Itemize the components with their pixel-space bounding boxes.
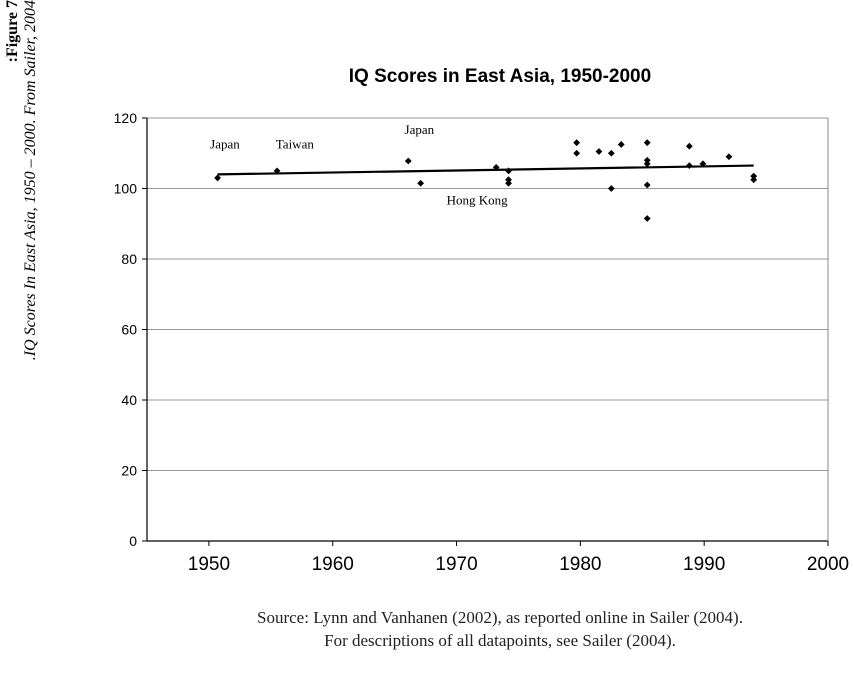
annotation-label-3: Hong Kong: [447, 192, 509, 207]
data-point-9: [573, 149, 581, 157]
data-point-15: [643, 156, 651, 164]
data-point-24: [750, 176, 758, 184]
source-note: Source: Lynn and Vanhanen (2002), as rep…: [150, 606, 850, 652]
data-point-23: [750, 172, 758, 180]
data-point-20: [685, 162, 693, 169]
data-points: [214, 139, 758, 222]
y-tick-label-0: 0: [129, 533, 137, 549]
data-point-5: [505, 167, 512, 175]
source-line-1: Source: Lynn and Vanhanen (2002), as rep…: [257, 608, 743, 627]
data-point-4: [492, 163, 500, 171]
data-point-6: [505, 176, 512, 184]
x-tick-label-1970: 1970: [435, 554, 477, 575]
x-tick-label-1960: 1960: [312, 554, 354, 575]
annotation-label-0: Japan: [210, 137, 240, 152]
source-line-2: For descriptions of all datapoints, see …: [324, 631, 676, 650]
annotations: Japan Taiwan Japan Hong Kong: [210, 122, 508, 208]
trend-line: [217, 164, 754, 176]
data-point-14: [643, 139, 651, 147]
axes: [142, 117, 829, 546]
x-tick-label-1990: 1990: [683, 554, 725, 575]
y-tick-label-40: 40: [121, 392, 137, 408]
data-point-13: [617, 141, 625, 148]
annotation-label-1: Taiwan: [276, 137, 315, 152]
data-point-17: [643, 181, 651, 189]
y-tick-label-80: 80: [121, 251, 137, 267]
data-point-21: [699, 160, 707, 168]
y-tick-label-20: 20: [121, 463, 137, 479]
data-point-7: [505, 179, 512, 187]
x-tick-label-1950: 1950: [188, 554, 230, 575]
annotation-label-2: Japan: [405, 122, 435, 137]
data-point-10: [595, 148, 603, 155]
x-tick-labels: 1950 1960 1970 1980 1990 2000: [188, 554, 849, 575]
data-point-22: [725, 153, 733, 161]
data-point-12: [607, 185, 615, 192]
gridlines: [147, 117, 828, 471]
y-tick-labels: 0 20 40 60 80 100 120: [114, 110, 138, 549]
trend-line-segment: [217, 164, 754, 176]
data-point-0: [214, 174, 221, 182]
data-point-11: [607, 149, 615, 157]
iq-scatter-chart: IQ Scores in East Asia, 1950-2000 0 20 40 6…: [114, 66, 850, 575]
data-point-18: [643, 215, 651, 222]
y-tick-label-120: 120: [114, 110, 138, 126]
x-tick-label-1980: 1980: [559, 554, 601, 575]
data-point-19: [685, 142, 693, 150]
data-point-8: [573, 139, 581, 147]
y-tick-label-100: 100: [114, 181, 138, 197]
data-point-2: [404, 157, 412, 165]
data-point-3: [417, 179, 425, 187]
chart-title: IQ Scores in East Asia, 1950-2000: [349, 66, 651, 87]
data-point-1: [273, 167, 281, 175]
data-point-16: [643, 160, 651, 168]
x-tick-label-2000: 2000: [807, 554, 849, 575]
y-tick-label-60: 60: [121, 322, 137, 338]
